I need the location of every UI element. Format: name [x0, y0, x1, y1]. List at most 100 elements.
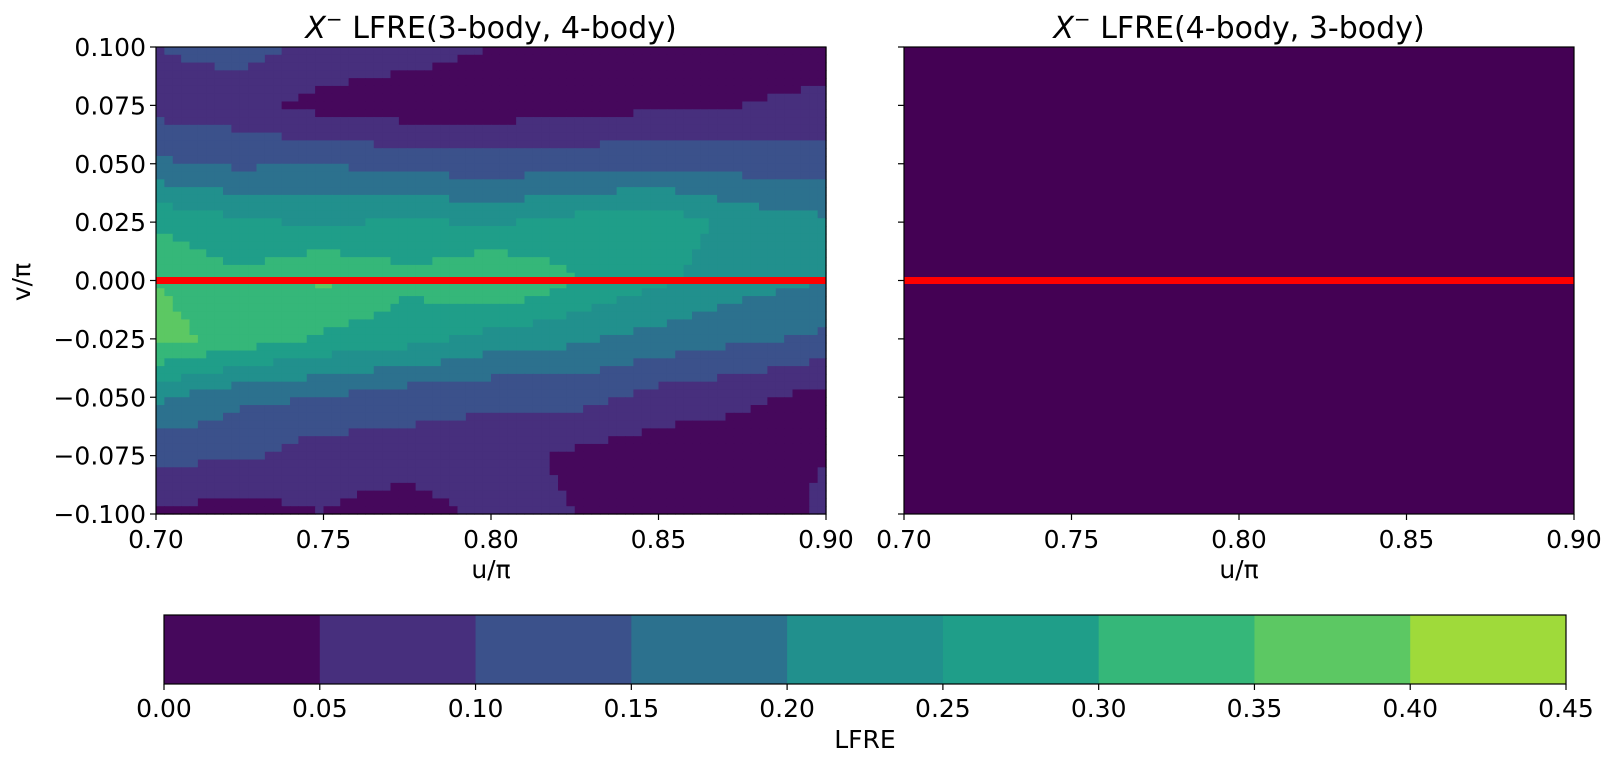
- contour-cell: [817, 47, 827, 56]
- contour-cell: [273, 101, 283, 110]
- contour-cell: [197, 467, 207, 476]
- contour-cell: [683, 148, 693, 157]
- contour-cell: [574, 93, 584, 103]
- contour-cell: [197, 124, 207, 134]
- contour-cell: [197, 155, 207, 165]
- contour-cell: [348, 366, 358, 375]
- contour-cell: [658, 257, 668, 266]
- contour-cell: [172, 311, 182, 321]
- contour-cell: [223, 47, 232, 56]
- contour-cell: [390, 117, 400, 126]
- contour-cell: [775, 78, 785, 87]
- contour-cell: [599, 319, 609, 328]
- contour-cell: [156, 506, 165, 515]
- contour-cell: [650, 373, 660, 383]
- contour-cell: [424, 459, 433, 468]
- contour-cell: [759, 257, 768, 266]
- contour-cell: [566, 443, 576, 453]
- contour-cell: [273, 311, 283, 321]
- contour-cell: [340, 389, 350, 398]
- contour-cell: [616, 257, 626, 266]
- contour-cell: [189, 436, 199, 445]
- contour-cell: [700, 334, 710, 344]
- contour-cell: [516, 350, 526, 359]
- contour-cell: [164, 475, 174, 484]
- contour-cell: [290, 70, 299, 79]
- contour-cell: [239, 358, 249, 367]
- contour-cell: [583, 194, 593, 204]
- contour-cell: [390, 210, 400, 219]
- contour-cell: [449, 451, 459, 461]
- contour-cell: [608, 303, 618, 313]
- contour-cell: [482, 288, 492, 297]
- contour-cell: [189, 428, 199, 437]
- contour-cell: [256, 272, 266, 282]
- contour-cell: [440, 280, 450, 289]
- contour-cell: [499, 366, 509, 375]
- contour-cell: [583, 171, 593, 180]
- contour-cell: [348, 420, 358, 429]
- contour-cell: [491, 78, 500, 87]
- contour-cell: [625, 233, 634, 243]
- contour-cell: [817, 482, 827, 492]
- contour-cell: [298, 85, 308, 95]
- contour-cell: [574, 187, 584, 196]
- contour-cell: [474, 171, 484, 180]
- contour-cell: [415, 210, 425, 219]
- contour-cell: [357, 342, 366, 352]
- contour-cell: [457, 233, 467, 243]
- contour-cell: [398, 296, 408, 305]
- contour-cell: [708, 210, 718, 219]
- contour-cell: [725, 54, 735, 64]
- contour-cell: [239, 78, 249, 87]
- contour-cell: [507, 451, 517, 461]
- contour-cell: [775, 54, 785, 64]
- contour-cell: [264, 171, 274, 180]
- contour-cell: [365, 226, 375, 235]
- contour-cell: [792, 428, 802, 437]
- contour-cell: [717, 467, 727, 476]
- contour-cell: [474, 389, 484, 398]
- contour-cell: [599, 194, 609, 204]
- contour-cell: [449, 498, 459, 507]
- contour-cell: [541, 498, 551, 507]
- contour-cell: [156, 241, 165, 250]
- contour-cell: [516, 148, 526, 157]
- contour-cell: [181, 475, 191, 484]
- contour-cell: [692, 132, 701, 141]
- contour-cell: [357, 498, 366, 507]
- left-x-tick-label: 0.85: [631, 525, 687, 554]
- contour-cell: [792, 109, 802, 118]
- contour-cell: [583, 187, 593, 196]
- contour-cell: [181, 93, 191, 103]
- contour-cell: [189, 342, 199, 352]
- contour-cell: [197, 358, 207, 367]
- contour-cell: [700, 257, 710, 266]
- contour-cell: [398, 334, 408, 344]
- contour-cell: [373, 101, 383, 110]
- contour-cell: [733, 70, 743, 79]
- contour-cell: [340, 233, 350, 243]
- contour-cell: [482, 482, 492, 492]
- contour-cell: [281, 117, 291, 126]
- contour-cell: [683, 264, 693, 274]
- contour-cell: [181, 334, 191, 344]
- contour-cell: [750, 140, 760, 149]
- contour-cell: [432, 62, 442, 71]
- contour-cell: [507, 140, 517, 149]
- contour-cell: [566, 319, 576, 328]
- contour-cell: [558, 202, 567, 212]
- contour-cell: [733, 249, 743, 258]
- contour-cell: [507, 288, 517, 297]
- contour-cell: [407, 179, 417, 188]
- contour-cell: [465, 280, 475, 289]
- contour-cell: [516, 412, 526, 422]
- contour-cell: [625, 78, 634, 87]
- contour-cell: [625, 405, 634, 414]
- contour-cell: [800, 233, 810, 243]
- contour-cell: [306, 187, 316, 196]
- contour-cell: [708, 342, 718, 352]
- contour-cell: [398, 202, 408, 212]
- contour-cell: [817, 171, 827, 180]
- right-x-tick-label: 0.90: [1546, 525, 1602, 554]
